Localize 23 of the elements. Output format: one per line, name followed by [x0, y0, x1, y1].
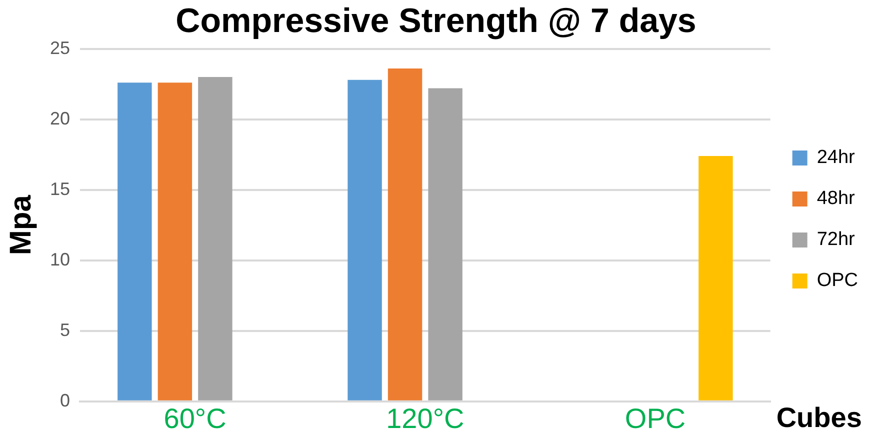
- bar: [158, 82, 192, 400]
- y-tick-label: 25: [50, 38, 70, 58]
- bar: [698, 156, 733, 400]
- y-tick-label: 0: [60, 390, 70, 410]
- y-axis-title: Mpa: [4, 194, 38, 256]
- y-tick-label: 10: [50, 249, 70, 270]
- y-tick-label: 20: [50, 108, 70, 128]
- bar: [198, 77, 232, 400]
- bar: [388, 68, 422, 400]
- chart-title: Compressive Strength @ 7 days: [176, 2, 696, 40]
- bar: [428, 88, 462, 400]
- x-axis-title: Cubes: [776, 402, 862, 434]
- y-tick-label: 5: [60, 320, 70, 340]
- x-tick-label: OPC: [624, 402, 686, 434]
- x-tick-label: 120°C: [386, 402, 464, 434]
- legend-label: 24hr: [816, 147, 856, 168]
- legend-label: OPC: [816, 270, 858, 292]
- legend-label: 48hr: [816, 188, 856, 210]
- y-tick-label: 15: [50, 178, 70, 199]
- x-tick-label: 60°C: [164, 402, 226, 434]
- bar: [348, 80, 382, 400]
- legend-label: 72hr: [816, 229, 856, 250]
- bar: [118, 82, 152, 400]
